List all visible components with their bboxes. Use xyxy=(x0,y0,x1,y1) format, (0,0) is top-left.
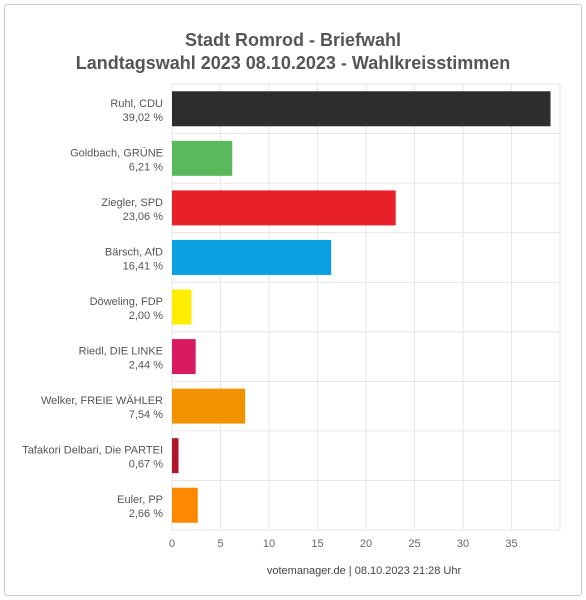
category-label-7: Tafakori Delbari, Die PARTEI xyxy=(22,445,163,457)
bar-8 xyxy=(172,487,198,523)
x-tick-label-1: 5 xyxy=(217,538,223,550)
category-label-2: Ziegler, SPD xyxy=(101,197,163,209)
bar-7 xyxy=(172,438,179,474)
value-label-2: 23,06 % xyxy=(123,211,164,223)
x-axis-ticks: 0 5 10 15 20 25 30 35 xyxy=(169,538,518,550)
category-label-4: Döweling, FDP xyxy=(90,296,163,308)
bar-0 xyxy=(172,91,551,127)
category-label-8: Euler, PP xyxy=(117,494,163,506)
category-labels: Ruhl, CDU 39,02 % Goldbach, GRÜNE 6,21 % Zie… xyxy=(22,98,163,520)
category-label-5: Riedl, DIE LINKE xyxy=(79,346,163,358)
value-label-3: 16,41 % xyxy=(123,260,164,272)
bars xyxy=(172,91,551,523)
category-separators xyxy=(172,83,560,531)
bar-6 xyxy=(172,388,246,424)
value-label-1: 6,21 % xyxy=(129,161,163,173)
credit-text: votemanager.de | 08.10.2023 21:28 Uhr xyxy=(267,565,462,577)
chart-title: Stadt Romrod - Briefwahl xyxy=(185,30,401,50)
bar-5 xyxy=(172,339,196,375)
x-tick-label-0: 0 xyxy=(169,538,175,550)
bar-3 xyxy=(172,239,332,275)
value-label-6: 7,54 % xyxy=(129,409,163,421)
category-label-0: Ruhl, CDU xyxy=(110,98,163,110)
value-label-8: 2,66 % xyxy=(129,508,163,520)
bar-2 xyxy=(172,190,396,226)
value-label-0: 39,02 % xyxy=(123,112,164,124)
category-label-1: Goldbach, GRÜNE xyxy=(70,147,163,159)
x-tick-label-4: 20 xyxy=(360,538,372,550)
chart-subtitle: Landtagswahl 2023 08.10.2023 - Wahlkreis… xyxy=(76,53,511,73)
bar-1 xyxy=(172,140,233,176)
value-label-4: 2,00 % xyxy=(129,310,163,322)
x-tick-label-6: 30 xyxy=(457,538,469,550)
value-label-7: 0,67 % xyxy=(129,459,163,471)
x-tick-label-3: 15 xyxy=(311,538,323,550)
category-label-6: Welker, FREIE WÄHLER xyxy=(41,395,163,407)
x-tick-label-2: 10 xyxy=(263,538,275,550)
x-tick-label-7: 35 xyxy=(505,538,517,550)
bar-4 xyxy=(172,289,192,325)
category-label-3: Bärsch, AfD xyxy=(105,246,163,258)
value-label-5: 2,44 % xyxy=(129,360,163,372)
x-tick-label-5: 25 xyxy=(408,538,420,550)
